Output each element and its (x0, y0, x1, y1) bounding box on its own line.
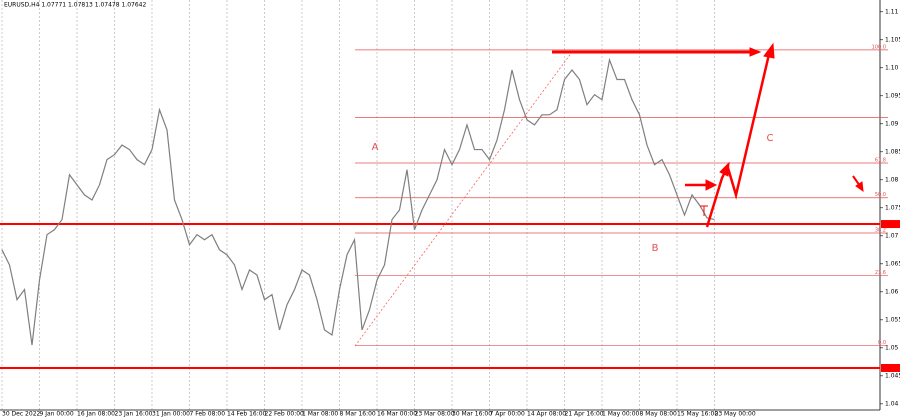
x-tick-label: 23 Mar 08:00 (415, 411, 455, 417)
x-tick-label: 14 Apr 08:00 (527, 411, 566, 417)
x-tick-label: 30 Mar 16:00 (452, 411, 492, 417)
x-tick-label: 22 Feb 00:00 (265, 411, 305, 417)
x-tick-label: 15 May 16:00 (677, 411, 718, 417)
annotation-arrows (354, 42, 864, 347)
x-tick-label: 8 Mar 16:00 (340, 411, 376, 417)
x-tick-label: 16 Mar 00:00 (377, 411, 417, 417)
y-tick-label: 1.045 (885, 372, 900, 379)
y-tick-label: 1.05 (885, 344, 899, 351)
x-tick-label: 8 May 08:00 (640, 411, 678, 417)
annotation: B (652, 243, 659, 254)
fib-label: 23.6 (875, 270, 886, 276)
annotation: A (372, 142, 379, 153)
fib-label: 61.8 (875, 157, 886, 163)
price-tag (881, 220, 900, 229)
annotation: C (767, 133, 774, 144)
arrow-head (749, 47, 762, 57)
y-tick-label: 1.10 (885, 64, 899, 71)
x-tick-label: 1 May 00:00 (602, 411, 640, 417)
arrow-head (855, 181, 864, 193)
y-tick-label: 1.11 (885, 8, 899, 15)
fib-label: 0.0 (878, 340, 886, 346)
x-tick-label: 16 Jan 08:00 (77, 411, 115, 417)
y-tick-label: 1.085 (885, 148, 900, 155)
y-tick-label: 1.095 (885, 92, 900, 99)
marker (700, 205, 708, 216)
y-tick-label: 1.08 (885, 176, 899, 183)
trend-line (354, 51, 573, 347)
y-tick-label: 1.065 (885, 260, 900, 267)
y-tick-label: 1.105 (885, 36, 900, 43)
y-tick-label: 1.055 (885, 316, 900, 323)
fib-label: 100.0 (872, 44, 886, 50)
x-tick-label: 7 Apr 00:00 (490, 411, 525, 417)
arrow-head (705, 179, 718, 191)
y-tick-label: 1.04 (885, 400, 899, 407)
arrow-head (763, 42, 775, 59)
arrow (726, 49, 772, 200)
x-tick-label: 14 Feb 16:00 (227, 411, 267, 417)
x-tick-label: 21 Apr 16:00 (565, 411, 604, 417)
x-tick-label: 30 Dec 2022 (2, 411, 41, 417)
x-tick-label: 9 Jan 00:00 (40, 411, 74, 417)
x-tick-label: 31 Jan 00:00 (152, 411, 190, 417)
x-tick-label: 23 May 00:00 (715, 411, 756, 417)
y-tick-label: 1.07 (885, 232, 899, 239)
fib-label: 38.2 (875, 228, 886, 234)
x-tick-label: 1 Mar 08:00 (302, 411, 338, 417)
price-tag (881, 363, 900, 372)
y-tick-label: 1.09 (885, 120, 899, 127)
x-tick-label: 7 Feb 08:00 (190, 411, 226, 417)
y-tick-label: 1.075 (885, 204, 900, 211)
x-tick-label: 23 Jan 16:00 (115, 411, 153, 417)
y-tick-label: 1.06 (885, 288, 899, 295)
chart-title: EURUSD,H4 1.07771 1.07813 1.07478 1.0764… (4, 2, 146, 9)
fib-label: 50.0 (875, 192, 886, 198)
price-line (1, 57, 715, 346)
